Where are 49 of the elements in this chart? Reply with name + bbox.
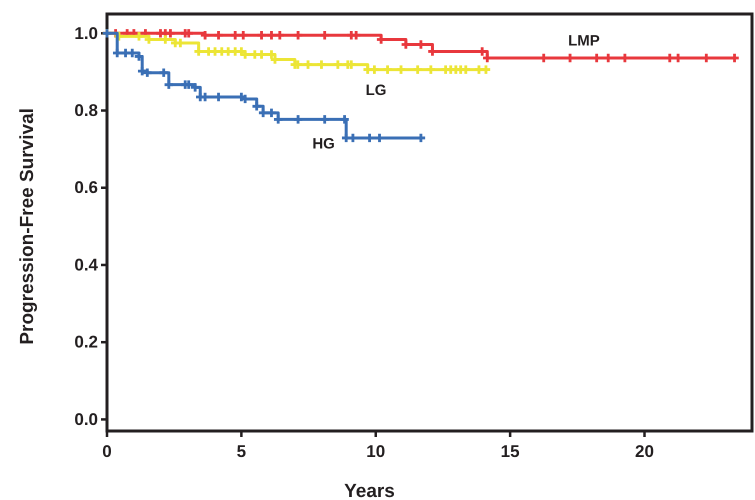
point <box>482 65 490 74</box>
point <box>334 60 342 69</box>
point <box>426 65 436 74</box>
point <box>274 115 282 124</box>
point <box>190 83 200 92</box>
point <box>134 32 144 41</box>
point <box>257 30 266 40</box>
point <box>143 68 152 77</box>
series-label: LG <box>366 82 386 99</box>
point <box>304 60 312 69</box>
x-axis-title: Years <box>344 481 395 500</box>
point <box>370 65 379 74</box>
y-tick-label: 0.6 <box>74 178 98 198</box>
point <box>159 68 168 77</box>
point <box>352 30 360 40</box>
y-axis-title: Progression-Free Survival <box>17 108 38 345</box>
point <box>462 65 470 74</box>
point <box>258 108 268 118</box>
point <box>294 30 302 40</box>
point <box>413 65 422 74</box>
y-tick-label: 0.8 <box>74 100 98 120</box>
series-label: LMP <box>568 32 600 50</box>
point <box>317 60 326 69</box>
y-tick-label: 0.4 <box>74 255 99 274</box>
point <box>320 30 329 40</box>
point <box>267 30 276 40</box>
point <box>294 115 302 124</box>
x-tick-label: 20 <box>635 442 654 461</box>
x-tick-label: 5 <box>236 442 246 461</box>
point <box>276 30 284 40</box>
y-tick-label: 1.0 <box>74 24 98 43</box>
point <box>134 52 144 61</box>
point <box>340 115 349 124</box>
point <box>164 80 174 89</box>
point <box>239 30 248 40</box>
point <box>166 29 175 38</box>
series-label: HG <box>312 136 335 153</box>
point <box>383 65 392 74</box>
x-tick-label: 15 <box>500 442 520 461</box>
x-tick-label: 10 <box>366 442 386 461</box>
x-tick-label: 0 <box>102 442 112 461</box>
point <box>267 108 276 118</box>
point <box>320 115 329 124</box>
y-tick-label: 0.0 <box>74 410 98 429</box>
point <box>200 30 210 40</box>
point <box>252 102 261 111</box>
point <box>214 30 223 40</box>
y-tick-label: 0.2 <box>74 332 98 352</box>
point <box>396 65 406 74</box>
